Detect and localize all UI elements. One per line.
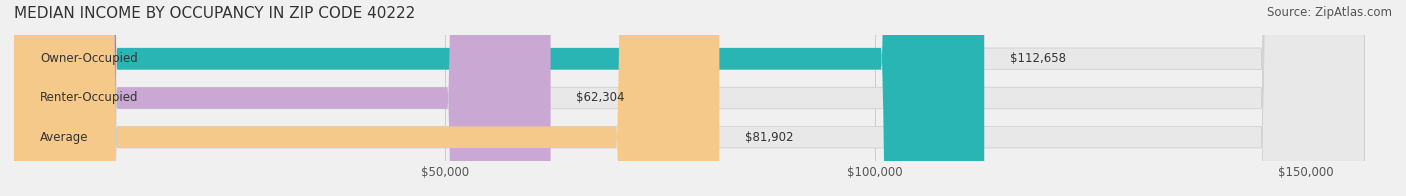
Text: $112,658: $112,658 bbox=[1010, 52, 1066, 65]
Text: $62,304: $62,304 bbox=[576, 92, 624, 104]
Text: MEDIAN INCOME BY OCCUPANCY IN ZIP CODE 40222: MEDIAN INCOME BY OCCUPANCY IN ZIP CODE 4… bbox=[14, 6, 415, 21]
Text: Average: Average bbox=[39, 131, 89, 144]
FancyBboxPatch shape bbox=[14, 0, 720, 196]
FancyBboxPatch shape bbox=[14, 0, 1364, 196]
Text: Source: ZipAtlas.com: Source: ZipAtlas.com bbox=[1267, 6, 1392, 19]
FancyBboxPatch shape bbox=[14, 0, 551, 196]
Text: Owner-Occupied: Owner-Occupied bbox=[39, 52, 138, 65]
FancyBboxPatch shape bbox=[14, 0, 984, 196]
Text: $81,902: $81,902 bbox=[745, 131, 794, 144]
Text: Renter-Occupied: Renter-Occupied bbox=[39, 92, 138, 104]
FancyBboxPatch shape bbox=[14, 0, 1364, 196]
FancyBboxPatch shape bbox=[14, 0, 1364, 196]
